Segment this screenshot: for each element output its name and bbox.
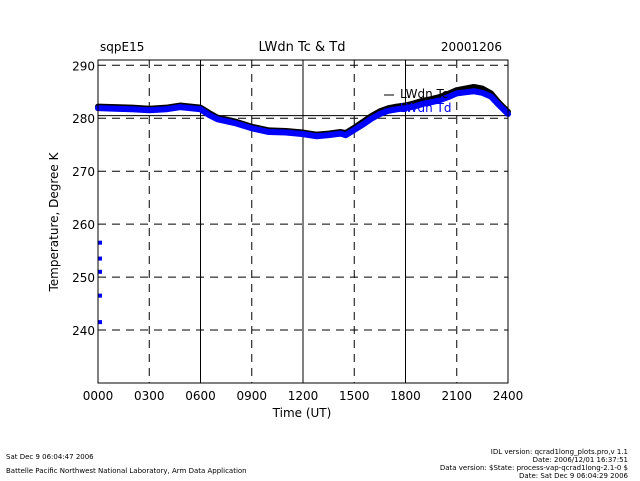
x-tick-label: 1800	[390, 389, 421, 403]
x-tick-label: 2400	[493, 389, 524, 403]
y-tick-label: 240	[72, 324, 95, 338]
series-group	[95, 84, 511, 325]
y-tick-label: 250	[72, 271, 95, 285]
grid	[98, 60, 508, 383]
run-time: Sat Dec 9 06:04:47 2006	[6, 453, 94, 461]
x-tick-label: 0300	[134, 389, 165, 403]
x-tick-label: 0900	[236, 389, 267, 403]
date-label: 20001206	[441, 40, 502, 54]
chart-title: LWdn Tc & Td	[258, 40, 345, 55]
data-point	[98, 320, 102, 325]
data-point	[98, 269, 102, 274]
y-tick-label: 290	[72, 59, 95, 73]
y-tick-label: 260	[72, 218, 95, 232]
site-label: sqpE15	[100, 40, 144, 54]
x-tick-label: 1500	[339, 389, 370, 403]
idl-version: IDL version: qcrad1long_plots.pro,v 1.1	[490, 448, 628, 456]
data-point	[98, 256, 102, 261]
lab-credit: Battelle Pacific Northwest National Labo…	[6, 467, 247, 475]
axes: 0000 0300 0600 0900 1200 1500 1800 2100 2400 240 2…	[72, 59, 523, 403]
y-tick-label: 280	[72, 112, 95, 126]
series-line-lwdn-td	[95, 88, 511, 140]
plot-frame	[97, 59, 509, 384]
y-tick-label: 270	[72, 165, 95, 179]
code-date: Date: 2006/12/01 16:37:51	[532, 456, 628, 464]
legend-label: LWdn Td	[400, 101, 451, 115]
y-axis-label: Temperature, Degree K	[47, 151, 61, 292]
data-date: Date: Sat Dec 9 06:04:29 2006	[519, 472, 628, 480]
data-point	[98, 293, 102, 298]
data-point	[98, 240, 102, 245]
x-tick-label: 0000	[83, 389, 114, 403]
legend-label: LWdn Tc	[400, 87, 448, 101]
x-axis-label: Time (UT)	[272, 406, 332, 420]
x-tick-label: 0600	[185, 389, 216, 403]
data-version: Data version: $State: process-vap-qcrad1…	[439, 464, 628, 472]
x-tick-label: 1200	[288, 389, 319, 403]
x-tick-label: 2100	[441, 389, 472, 403]
